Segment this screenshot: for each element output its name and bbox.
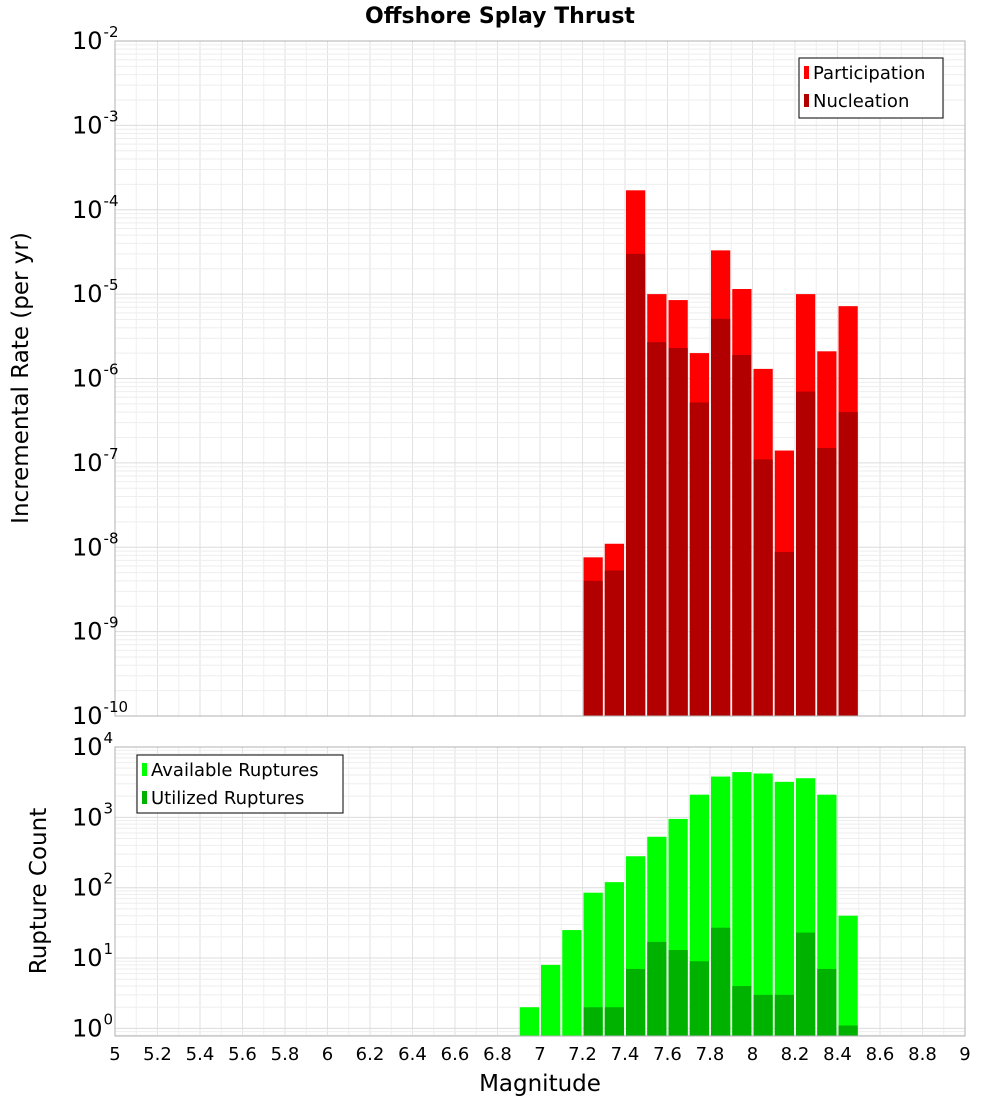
- top-bar-nucleation: [817, 448, 837, 716]
- bottom-y-axis-label: Rupture Count: [26, 808, 52, 974]
- x-tick-label: 7.6: [653, 1044, 682, 1065]
- x-tick-label: 6.8: [483, 1044, 512, 1065]
- legend-nucleation-label: Nucleation: [813, 91, 909, 112]
- top-bar-nucleation: [647, 342, 667, 716]
- bottom-bar-available: [541, 964, 561, 1036]
- top-y-axis-label: Incremental Rate (per yr): [8, 232, 34, 524]
- x-tick-label: 8.8: [908, 1044, 937, 1065]
- bottom-bars: [519, 772, 858, 1036]
- legend-participation-label: Participation: [813, 63, 925, 84]
- bottom-bar-available: [519, 1007, 539, 1036]
- top-grid: [114, 40, 966, 717]
- x-tick-label: 7.2: [568, 1044, 597, 1065]
- top-y-ticks: 10-10 10-9 10-8 10-7 10-6 10-5 10-4 10-3 10-2: [72, 23, 128, 730]
- top-bar-nucleation: [774, 551, 794, 716]
- legend-available-label: Available Ruptures: [151, 760, 319, 781]
- legend-utilized-swatch: [142, 791, 147, 804]
- bottom-y-ticks: 100 101 102 103 104: [72, 729, 113, 1042]
- x-ticks: 5 5.2 5.4 5.6 5.8 6 6.2 6.4 6.6 6.8 7 7.2 7.4 7.6 7.8 8…: [109, 1044, 970, 1065]
- bottom-bar-available: [732, 772, 752, 1036]
- top-bar-nucleation: [626, 253, 646, 716]
- top-bar-nucleation: [668, 347, 688, 716]
- x-tick-label: 6.6: [441, 1044, 470, 1065]
- legend-nucleation-swatch: [804, 94, 809, 107]
- bottom-bar-utilized: [583, 1007, 603, 1036]
- top-legend-box: [798, 57, 944, 119]
- bottom-bar-utilized: [732, 986, 752, 1036]
- top-bar-nucleation: [689, 402, 709, 716]
- x-tick-label: 6.4: [398, 1044, 427, 1065]
- x-tick-label: 6.2: [356, 1044, 385, 1065]
- legend-utilized-label: Utilized Ruptures: [151, 788, 304, 809]
- x-tick-label: 8.6: [866, 1044, 895, 1065]
- bottom-bar-utilized: [753, 994, 773, 1036]
- x-tick-label: 7.8: [696, 1044, 725, 1065]
- bottom-bar-available: [604, 882, 624, 1036]
- x-tick-label: 8.2: [781, 1044, 810, 1065]
- bottom-bar-utilized: [626, 968, 646, 1036]
- x-tick-label: 8.4: [823, 1044, 852, 1065]
- bottom-bar-utilized: [774, 994, 794, 1036]
- bottom-bar-available: [562, 930, 582, 1036]
- x-axis-label: Magnitude: [479, 1071, 601, 1097]
- top-y-tick-label: 10-4: [72, 192, 119, 224]
- bottom-bar-utilized: [838, 1025, 858, 1036]
- bottom-bar-utilized: [689, 961, 709, 1036]
- x-tick-label: 8: [747, 1044, 758, 1065]
- top-bar-nucleation: [838, 412, 858, 716]
- bottom-y-tick-label: 100: [72, 1010, 113, 1042]
- bottom-bar-utilized: [604, 1007, 624, 1036]
- bottom-bar-utilized: [647, 941, 667, 1036]
- bottom-bar-utilized: [668, 950, 688, 1036]
- x-tick-label: 5.8: [271, 1044, 300, 1065]
- top-bar-nucleation: [604, 570, 624, 716]
- top-bars: [583, 190, 858, 717]
- x-tick-label: 5: [109, 1044, 120, 1065]
- bottom-bar-available: [583, 892, 603, 1036]
- top-y-tick-label: 10-7: [72, 445, 119, 477]
- bottom-bar-available: [753, 773, 773, 1036]
- top-y-tick-label: 10-10: [72, 698, 128, 730]
- top-bar-nucleation: [583, 580, 603, 716]
- bottom-y-tick-label: 104: [72, 729, 113, 761]
- top-y-tick-label: 10-9: [72, 614, 119, 646]
- top-bar-nucleation: [732, 354, 752, 716]
- bottom-y-tick-label: 101: [72, 940, 113, 972]
- x-tick-label: 5.4: [186, 1044, 215, 1065]
- top-panel: 10-10 10-9 10-8 10-7 10-6 10-5 10-4 10-3 10-2 In…: [8, 23, 966, 730]
- bottom-legend-box: [136, 754, 344, 814]
- x-tick-label: 5.2: [143, 1044, 172, 1065]
- x-tick-label: 9: [959, 1044, 970, 1065]
- top-y-tick-label: 10-5: [72, 276, 119, 308]
- chart-title: Offshore Splay Thrust: [365, 4, 635, 29]
- top-plot-frame: [114, 40, 966, 717]
- top-bar-nucleation: [796, 391, 816, 716]
- top-y-tick-label: 10-6: [72, 361, 119, 393]
- top-y-tick-label: 10-3: [72, 107, 119, 139]
- x-tick-label: 7.4: [611, 1044, 640, 1065]
- top-y-tick-label: 10-2: [72, 23, 119, 55]
- legend-available-swatch: [142, 763, 147, 776]
- bottom-bar-utilized: [817, 968, 837, 1036]
- x-tick-label: 5.6: [228, 1044, 257, 1065]
- bottom-y-tick-label: 102: [72, 870, 113, 902]
- bottom-bar-available: [774, 781, 794, 1036]
- bottom-plot-frame: [114, 746, 966, 1037]
- bottom-panel: 100 101 102 103 104 Rupture Count 5 5.2 5.4 5.6…: [26, 729, 971, 1097]
- bottom-y-tick-label: 103: [72, 799, 113, 831]
- top-legend: Participation Nucleation: [798, 57, 944, 119]
- bottom-legend: Available Ruptures Utilized Ruptures: [136, 754, 344, 814]
- legend-participation-swatch: [804, 66, 809, 79]
- bottom-bar-utilized: [796, 932, 816, 1036]
- bottom-bar-utilized: [711, 927, 731, 1036]
- x-tick-label: 7: [534, 1044, 545, 1065]
- x-tick-label: 6: [322, 1044, 333, 1065]
- bottom-bar-available: [838, 915, 858, 1036]
- top-bar-nucleation: [753, 459, 773, 716]
- top-y-tick-label: 10-8: [72, 529, 119, 561]
- top-bar-nucleation: [711, 318, 731, 716]
